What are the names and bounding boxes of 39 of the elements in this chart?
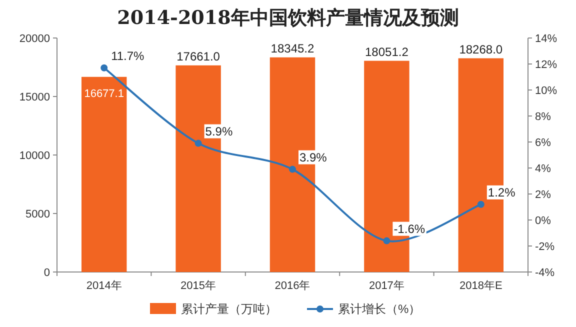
legend-label: 累计产量（万吨） bbox=[181, 302, 277, 316]
point bbox=[477, 200, 484, 208]
y-tick-label: 0 bbox=[44, 267, 50, 279]
data-label: 3.9% bbox=[300, 150, 328, 164]
data-label: 18268.0 bbox=[459, 42, 503, 56]
data-label: 18345.2 bbox=[270, 41, 315, 56]
data-label: -1.6% bbox=[394, 222, 426, 236]
data-label: 5.9% bbox=[205, 124, 233, 138]
y2-tick-label: 12% bbox=[535, 59, 558, 71]
y2-tick-label: 14% bbox=[535, 33, 558, 45]
point bbox=[383, 237, 390, 244]
data-label: 17661.0 bbox=[176, 49, 220, 64]
y2-tick-label: 2% bbox=[535, 189, 552, 201]
point bbox=[100, 64, 108, 72]
y2-tick-label: 6% bbox=[535, 137, 552, 149]
y2-tick-label: 4% bbox=[535, 163, 552, 175]
data-label: 16677.1 bbox=[84, 88, 124, 100]
y-tick-label: 5000 bbox=[26, 208, 50, 220]
chart-title: 2014-2018年中国饮料产量情况及预测 bbox=[117, 7, 459, 29]
x-tick-label: 2015年 bbox=[180, 280, 216, 292]
x-tick-label: 2018年E bbox=[459, 280, 502, 292]
point bbox=[289, 166, 296, 173]
x-tick-label: 2017年 bbox=[368, 280, 404, 292]
bar bbox=[81, 76, 127, 272]
y2-tick-label: -4% bbox=[535, 267, 555, 279]
y-tick-label: 20000 bbox=[19, 33, 50, 45]
y-tick-label: 10000 bbox=[19, 150, 50, 162]
y2-tick-label: 8% bbox=[535, 111, 552, 123]
y2-tick-label: -2% bbox=[535, 241, 555, 253]
data-label: 1.2% bbox=[488, 185, 516, 200]
point bbox=[194, 140, 202, 147]
y2-tick-label: 0% bbox=[535, 215, 552, 227]
legend-label: 累计增长（%） bbox=[338, 302, 421, 316]
y2-tick-label: 10% bbox=[535, 85, 558, 97]
x-tick-label: 2014年 bbox=[86, 280, 122, 292]
data-label: 18051.2 bbox=[365, 44, 409, 59]
x-tick-label: 2016年 bbox=[274, 280, 310, 292]
data-label: 11.7% bbox=[111, 48, 145, 63]
y-tick-label: 15000 bbox=[19, 92, 50, 104]
